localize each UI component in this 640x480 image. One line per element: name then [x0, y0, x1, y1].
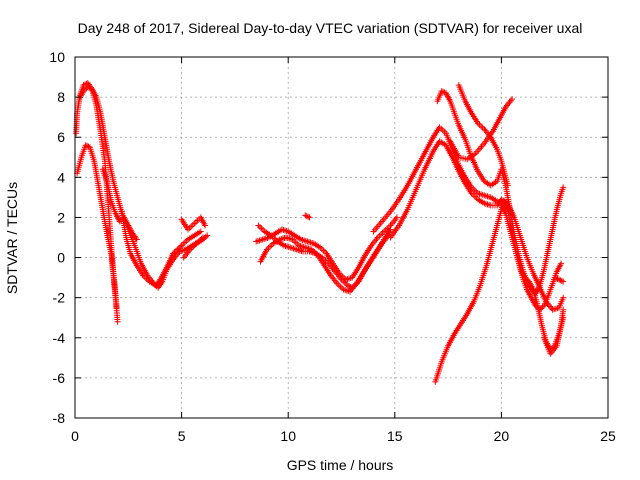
x-tick-label: 0	[71, 428, 79, 444]
data-point-markers	[387, 138, 567, 313]
chart-title: Day 248 of 2017, Sidereal Day-to-day VTE…	[78, 20, 583, 36]
y-tick-label: -6	[53, 370, 66, 386]
y-tick-label: 8	[57, 89, 65, 105]
series-track-6	[180, 232, 211, 261]
y-tick-label: -4	[53, 330, 66, 346]
x-axis-label: GPS time / hours	[287, 457, 394, 473]
x-tick-label: 20	[494, 428, 510, 444]
y-tick-label: 4	[57, 169, 65, 185]
data-point-markers	[178, 214, 209, 233]
plot-frame	[74, 56, 609, 419]
y-tick-label: 0	[57, 250, 65, 266]
y-axis-label: SDTVAR / TECUs	[4, 182, 20, 294]
series-track-4	[118, 208, 204, 289]
grid	[75, 57, 608, 418]
data-point-markers	[118, 208, 204, 289]
data-point-markers	[447, 96, 516, 163]
data-point-markers	[455, 82, 511, 189]
series-track-18	[551, 274, 567, 285]
y-tick-label: 10	[49, 49, 65, 65]
x-tick-label: 25	[600, 428, 616, 444]
data-point-markers	[541, 306, 567, 357]
x-tick-label: 5	[178, 428, 186, 444]
y-tick-label: -2	[53, 290, 66, 306]
data-point-markers	[551, 274, 567, 285]
series-track-16	[447, 96, 516, 163]
series-track-0	[73, 84, 206, 291]
series-track-5	[178, 214, 209, 233]
series-track-12	[387, 138, 567, 313]
x-tick-label: 10	[280, 428, 296, 444]
x-tick-label: 15	[387, 428, 403, 444]
series-track-10	[302, 212, 313, 221]
series-track-15	[455, 82, 511, 189]
series-track-11	[370, 124, 565, 313]
series-track-13	[432, 198, 567, 385]
y-tick-label: 6	[57, 129, 65, 145]
data-point-markers	[370, 124, 565, 313]
data-point-markers	[302, 212, 313, 221]
y-tick-label: -8	[53, 410, 66, 426]
data-point-markers	[432, 198, 567, 385]
data-point-markers	[73, 84, 206, 291]
data-points	[73, 80, 567, 385]
series-track-9	[257, 232, 392, 295]
series-track-17	[541, 306, 567, 357]
axis-ticks: 0 5 10 15 20 25 -8 -6 -4 -2 0 2 4 6 8 10	[49, 49, 616, 444]
y-tick-label: 2	[57, 209, 65, 225]
data-point-markers	[257, 232, 392, 295]
data-point-markers	[180, 232, 211, 261]
